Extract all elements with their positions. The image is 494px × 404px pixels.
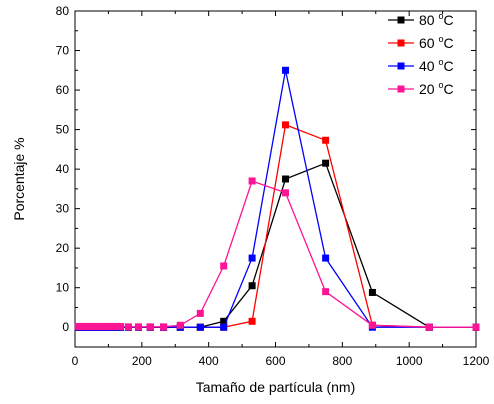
y-tick-label: 40 [56, 162, 70, 176]
data-point [83, 322, 91, 330]
x-tick-label: 400 [199, 354, 219, 368]
data-point [100, 322, 108, 330]
data-point [87, 322, 95, 330]
data-point [425, 323, 433, 331]
data-point [248, 282, 256, 290]
data-point [248, 177, 256, 185]
data-point [248, 317, 256, 325]
data-point [116, 322, 124, 330]
y-axis-label: Porcentaje % [11, 137, 27, 220]
data-point [112, 322, 120, 330]
series-3 [74, 177, 480, 331]
plot-frame [74, 10, 477, 348]
y-tick-label: 80 [56, 4, 70, 18]
y-tick-label: 20 [56, 241, 70, 255]
data-point [248, 254, 256, 262]
legend-label-degree: o [438, 34, 443, 44]
data-point [220, 323, 228, 331]
legend-label-unit: C [443, 35, 453, 51]
legend-marker [397, 85, 405, 93]
legend-label: 80 oC [419, 11, 454, 28]
legend-label-value: 80 [419, 12, 438, 28]
x-tick-label: 800 [332, 354, 352, 368]
data-point [322, 159, 330, 167]
x-tick-label: 0 [72, 354, 79, 368]
data-point [472, 323, 480, 331]
series-line [78, 70, 476, 328]
data-point [134, 323, 142, 331]
data-point [196, 309, 204, 317]
data-point [220, 262, 228, 270]
y-tick-label: 0 [62, 320, 69, 334]
legend-marker [397, 39, 405, 47]
legend-label: 60 oC [419, 34, 454, 51]
data-point [322, 254, 330, 262]
series-layer [74, 66, 480, 331]
legend-label-unit: C [443, 58, 453, 74]
data-point [176, 321, 184, 329]
data-point [91, 322, 99, 330]
y-tick-label: 70 [56, 44, 70, 58]
data-point [368, 288, 376, 296]
data-point [108, 322, 116, 330]
series-line [78, 180, 476, 328]
legend-label-unit: C [443, 81, 453, 97]
data-point [79, 322, 87, 330]
x-axis-label: Tamaño de partícula (nm) [196, 379, 356, 395]
legend-label: 40 oC [419, 57, 454, 74]
data-point [282, 121, 290, 129]
y-tick-label: 60 [56, 83, 70, 97]
legend-label-unit: C [443, 12, 453, 28]
data-point [322, 288, 330, 296]
data-point [322, 136, 330, 144]
x-tick-label: 1000 [396, 354, 423, 368]
series-2 [74, 66, 480, 331]
axes: 0 200 400 600 800 1000 1200 0 10 20 30 40 50 60 70 80 [56, 4, 490, 368]
x-tick-label: 1200 [463, 354, 490, 368]
legend-marker [397, 62, 405, 70]
data-point [282, 66, 290, 74]
data-point [95, 322, 103, 330]
series-line [78, 123, 476, 328]
series-line [78, 162, 476, 328]
data-point [196, 323, 204, 331]
data-point [160, 323, 168, 331]
data-point [282, 189, 290, 197]
x-tick-label: 200 [132, 354, 152, 368]
legend-label-value: 20 [419, 81, 438, 97]
data-point [104, 322, 112, 330]
legend-label-degree: o [438, 57, 443, 67]
data-point [368, 321, 376, 329]
data-point [282, 175, 290, 183]
series-1 [74, 121, 480, 331]
data-point [220, 317, 228, 325]
data-point [146, 323, 154, 331]
y-tick-label: 10 [56, 281, 70, 295]
y-tick-label: 30 [56, 202, 70, 216]
x-tick-label: 600 [265, 354, 285, 368]
legend-label-value: 40 [419, 58, 438, 74]
legend-label-degree: o [438, 11, 443, 21]
data-point [124, 323, 132, 331]
series-0 [74, 159, 480, 331]
legend-marker [397, 16, 405, 24]
legend-label: 20 oC [419, 80, 454, 97]
y-tick-label: 50 [56, 123, 70, 137]
legend-label-value: 60 [419, 35, 438, 51]
data-point [74, 322, 82, 330]
legend-label-degree: o [438, 80, 443, 90]
